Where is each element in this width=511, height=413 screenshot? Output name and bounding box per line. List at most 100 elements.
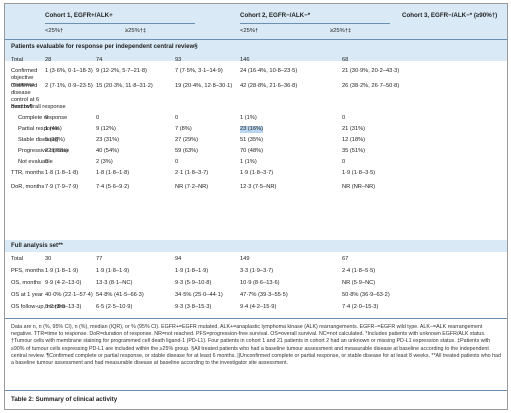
cohort1-rule [45, 23, 195, 24]
cell-cohort3: 7·4 (2·0–15·3) [342, 304, 379, 310]
cell-cohort3: 68 [342, 57, 349, 63]
subhead-lt25-c1: <25%† [45, 28, 64, 34]
cell-cohort2-ge25: 47·7% (39·3–55·5) [240, 292, 288, 298]
cell-cohort1-ge25: 9 (12%) [96, 126, 116, 132]
cell-cohort1-ge25: 7·4 (5·6–9·2) [96, 184, 130, 190]
cell-cohort1-ge25: 0 [96, 115, 100, 121]
table-bottom-rule [5, 318, 507, 319]
cell-cohort3: 21 (30·9%, 20·2–43·3) [342, 68, 400, 74]
cell-cohort2-lt25: 19 (20·4%, 12·8–30·1) [175, 83, 233, 89]
cell-cohort2-ge25: 1 (1%) [240, 115, 257, 121]
cell-cohort2-ge25: 9·4 (4·2–15·9) [240, 304, 277, 310]
row-label: Best overall response [11, 104, 66, 110]
row-label: OS, months [11, 280, 42, 286]
cell-cohort2-lt25: 94 [175, 256, 182, 262]
cell-cohort2-lt25: 7 (8%) [175, 126, 192, 132]
cell-cohort2-ge25: 10·9 (8·6–13·6) [240, 280, 280, 286]
cell-cohort2-ge25: 70 (48%) [240, 148, 264, 154]
col-cohort2: Cohort 2, EGFR−/ALK−* [240, 12, 311, 19]
cell-cohort2-lt25: 59 (63%) [175, 148, 199, 154]
cell-cohort3: NR (NR–NR) [342, 184, 376, 190]
cell-cohort3: 35 (51%) [342, 148, 366, 154]
cell-cohort3: 50·8% (36·9–63·2) [342, 292, 390, 298]
cell-cohort1-lt25: 22 (79%) [45, 148, 69, 154]
row-label: Total [11, 57, 24, 63]
row-label: Confirmed objective response [11, 68, 38, 88]
subhead-ge25-c1: ≥25%†‡ [125, 28, 147, 34]
cell-cohort3: 67 [342, 256, 349, 262]
cell-cohort1-ge25: 40 (54%) [96, 148, 120, 154]
row-label: Total [11, 256, 24, 262]
cohort2-rule [240, 23, 390, 24]
cell-cohort1-ge25: 6·5 (2·5–10·9) [96, 304, 133, 310]
cell-cohort1-ge25: 2 (3%) [96, 159, 113, 165]
cell-cohort2-lt25: 0 [175, 159, 179, 165]
cell-cohort2-ge25: 1·9 (1·8–3·7) [240, 170, 274, 176]
row-label: OS at 1 year [11, 292, 43, 298]
col-cohort1: Cohort 1, EGFR+/ALK+ [45, 12, 113, 19]
cell-cohort1-ge25: 13·3 (8·1–NC) [96, 280, 133, 286]
subhead-lt25-c2: <25%† [240, 28, 259, 34]
cell-cohort2-lt25: 9·3 (3·8–15·3) [175, 304, 212, 310]
cell-cohort2-lt25: 2·1 (1·8–3·7) [175, 170, 209, 176]
cell-cohort1-ge25: 54·8% (41·5–66·3) [96, 292, 144, 298]
cell-cohort2-ge25: 23 (16%) [240, 126, 264, 133]
cell-cohort2-lt25: 1·9 (1·8–1·9) [175, 268, 209, 274]
cell-cohort2-ge25: 24 (16·4%, 10·8–23·5) [240, 68, 298, 74]
row-label: Stable disease|| [18, 137, 59, 143]
cell-cohort3: 26 (38·2%, 26·7–50·8) [342, 83, 400, 89]
cell-cohort1-lt25: 1 (4%) [45, 126, 62, 132]
cell-cohort1-lt25: 40·0% (22·1–57·4) [45, 292, 93, 298]
cell-cohort1-lt25: 9·9 (4·2–13·0) [45, 280, 82, 286]
cell-cohort2-lt25: 34·5% (25·0–44·1) [175, 292, 223, 298]
cell-cohort3: 0 [342, 159, 346, 165]
cell-cohort2-ge25: 3·3 (1·9–3·7) [240, 268, 274, 274]
cell-cohort2-ge25: 42 (28·8%, 21·6–36·8) [240, 83, 298, 89]
cell-cohort1-lt25: 8·2 (3·0–13·3) [45, 304, 82, 310]
cell-cohort1-lt25: 28 [45, 57, 52, 63]
cell-cohort3: NR (5·9–NC) [342, 280, 376, 286]
caption-rule [5, 390, 507, 391]
cell-cohort2-lt25: 93 [175, 57, 182, 63]
cell-cohort3: 21 (31%) [342, 126, 366, 132]
section-response-label: Patients evaluable for response per inde… [11, 43, 198, 50]
cell-cohort2-ge25: 51 (35%) [240, 137, 264, 143]
cell-cohort1-ge25: 1·9 (1·8–1·9) [96, 268, 130, 274]
row-label: Not evaluable [18, 159, 53, 165]
cell-cohort2-lt25: 9·3 (5·9–10·8) [175, 280, 212, 286]
cell-cohort1-ge25: 9 (12·2%, 5·7–21·8) [96, 68, 147, 74]
cell-cohort2-lt25: NR (7·2–NR) [175, 184, 209, 190]
cell-cohort2-ge25: 149 [240, 256, 250, 262]
cell-cohort1-lt25: 1·8 (1·8–1·8) [45, 170, 79, 176]
section-full-label: Full analysis set** [11, 242, 63, 249]
header-bottom-rule [5, 39, 507, 40]
row-label: Partial response [18, 126, 60, 132]
row-label: Confirmed disease control at 6 months¶ [11, 83, 40, 110]
cell-cohort1-ge25: 77 [96, 256, 103, 262]
table-caption: Table 2: Summary of clinical activity [11, 396, 118, 403]
cell-cohort1-ge25: 23 (31%) [96, 137, 120, 143]
cell-cohort2-ge25: 1 (1%) [240, 159, 257, 165]
col-cohort3: Cohort 3, EGFR−/ALK−* (≥90%†) [402, 12, 498, 19]
row-label: OS follow-up, months [11, 304, 66, 310]
cell-cohort3: 1·9 (1·8–3·5) [342, 170, 376, 176]
cell-cohort1-ge25: 74 [96, 57, 103, 63]
subhead-ge25-c2: ≥25%†‡ [330, 28, 352, 34]
cell-cohort1-lt25: 1·9 (1·8–1·9) [45, 268, 79, 274]
clinical-activity-table: Cohort 1, EGFR+/ALK+ Cohort 2, EGFR−/ALK… [4, 3, 508, 410]
cell-cohort1-ge25: 1·8 (1·8–1·8) [96, 170, 130, 176]
section-full: Full analysis set** [5, 240, 507, 252]
row-label: PFS, months [11, 268, 44, 274]
row-label: Progressive disease [18, 148, 70, 154]
cell-cohort1-ge25: 15 (20·3%, 11·8–31·2) [96, 83, 153, 89]
cell-cohort2-ge25: 12·3 (7·5–NR) [240, 184, 277, 190]
cell-cohort1-lt25: 0 [45, 159, 49, 165]
row-label: Complete response [18, 115, 68, 121]
cell-cohort2-lt25: 7 (7·5%, 3·1–14·9) [175, 68, 223, 74]
cell-cohort1-lt25: 1 (3·6%, 0·1–18·3) [45, 68, 93, 74]
cell-cohort1-lt25: 30 [45, 256, 52, 262]
cell-cohort1-lt25: 0 [45, 115, 49, 121]
cell-cohort3: 12 (18%) [342, 137, 366, 143]
cell-cohort1-lt25: 5 (18%) [45, 137, 65, 143]
cell-cohort3: 0 [342, 115, 346, 121]
